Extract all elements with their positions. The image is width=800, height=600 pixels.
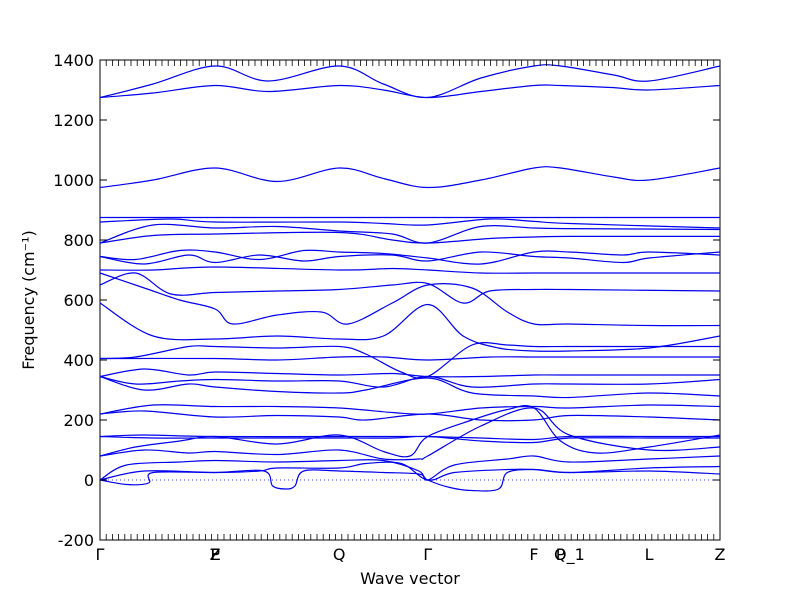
y-tick-label: 1400 xyxy=(53,51,94,70)
band-line-3 xyxy=(99,166,721,189)
band-line-27 xyxy=(99,468,721,492)
band-line-6 xyxy=(99,223,721,244)
band-line-7 xyxy=(99,231,721,244)
y-tick-label: 400 xyxy=(63,351,94,370)
band-line-20 xyxy=(99,410,721,422)
band-line-12 xyxy=(99,272,721,327)
band-line-10 xyxy=(99,266,720,274)
x-tick-label: Γ xyxy=(96,545,105,564)
x-axis-label: Wave vector xyxy=(360,569,460,588)
band-line-24 xyxy=(99,407,721,461)
band-line-23 xyxy=(99,405,721,458)
band-line-15 xyxy=(99,356,720,361)
band-line-8 xyxy=(99,249,721,265)
band-line-19 xyxy=(99,404,721,415)
band-line-17 xyxy=(99,375,721,388)
x-tick-label: Q xyxy=(333,545,346,564)
x-tick-label: F xyxy=(529,545,538,564)
band-line-13 xyxy=(99,302,721,352)
band-line-9 xyxy=(99,251,721,265)
y-tick-label: 1000 xyxy=(53,171,94,190)
x-tick-label: F xyxy=(211,545,220,564)
band-line-2 xyxy=(99,84,721,99)
y-tick-label: -200 xyxy=(58,531,94,550)
band-line-5 xyxy=(99,218,721,229)
band-line-16 xyxy=(99,368,720,378)
y-tick-label: 0 xyxy=(84,471,94,490)
band-line-22 xyxy=(99,435,720,444)
band-line-18 xyxy=(99,375,721,399)
x-tick-label: Z xyxy=(210,545,221,564)
y-tick-label: 600 xyxy=(63,291,94,310)
x-tick-label: P xyxy=(210,545,220,564)
x-tick-label: L xyxy=(645,545,654,564)
y-axis-label: Frequency (cm⁻¹) xyxy=(19,230,38,369)
x-tick-label: P xyxy=(556,545,566,564)
x-tick-label: Z xyxy=(715,545,726,564)
x-tick-label: Γ xyxy=(423,545,432,564)
x-tick-label: Q_1 xyxy=(554,545,585,565)
band-line-25 xyxy=(99,455,721,481)
y-tick-label: 200 xyxy=(63,411,94,430)
band-line-11 xyxy=(99,272,721,304)
band-line-14 xyxy=(99,342,720,379)
y-tick-label: 800 xyxy=(63,231,94,250)
y-tick-label: 1200 xyxy=(53,111,94,130)
